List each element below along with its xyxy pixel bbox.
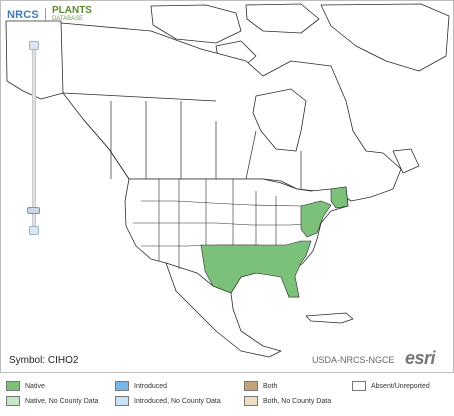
map-credit: USDA-NRCS-NGCE bbox=[312, 355, 395, 365]
legend-label: Both bbox=[263, 382, 278, 390]
canada-province-lines bbox=[62, 92, 302, 189]
native-range-midatlantic bbox=[300, 200, 332, 238]
newfoundland bbox=[392, 148, 420, 174]
zoom-slider-track[interactable] bbox=[32, 49, 36, 227]
legend-swatch bbox=[6, 381, 20, 391]
legend-label: Both, No County Data bbox=[263, 397, 332, 405]
legend-item-absent: Absent/Unreported bbox=[352, 381, 430, 391]
zoom-in-button[interactable] bbox=[29, 41, 39, 50]
native-range-newengland bbox=[330, 186, 349, 209]
legend-label: Introduced bbox=[134, 382, 168, 390]
legend-swatch bbox=[115, 396, 129, 406]
zoom-slider-handle[interactable] bbox=[27, 207, 40, 214]
legend-swatch bbox=[352, 381, 366, 391]
legend-item-introduced: Introduced bbox=[115, 381, 167, 391]
landmass-outlines bbox=[5, 3, 450, 358]
legend-swatch bbox=[244, 396, 258, 406]
legend-label: Native, No County Data bbox=[25, 397, 99, 405]
esri-logo[interactable]: esri bbox=[405, 348, 436, 368]
arctic-island bbox=[150, 4, 242, 44]
hudson-bay bbox=[252, 88, 307, 152]
legend-label: Native bbox=[25, 382, 45, 390]
logo-divider bbox=[44, 8, 46, 22]
legend-swatch bbox=[115, 381, 129, 391]
symbol-label: Symbol: CIHO2 bbox=[9, 355, 79, 366]
legend-swatch bbox=[244, 381, 258, 391]
greenland bbox=[320, 3, 450, 72]
arctic-island bbox=[245, 3, 320, 34]
zoom-out-button[interactable] bbox=[29, 226, 39, 235]
map-canvas[interactable] bbox=[1, 1, 454, 373]
native-range bbox=[200, 186, 349, 298]
cuba bbox=[305, 312, 354, 324]
native-range-south bbox=[200, 240, 312, 298]
legend-item-native: Native bbox=[6, 381, 45, 391]
legend-label: Absent/Unreported bbox=[371, 382, 430, 390]
legend-label: Introduced, No County Data bbox=[134, 397, 221, 405]
legend-item-native-no-county: Native, No County Data bbox=[6, 396, 99, 406]
plants-logo-subtext: DATABASE bbox=[51, 16, 84, 22]
plants-logo[interactable]: PLANTS DATABASE bbox=[51, 5, 92, 23]
nrcs-logo[interactable]: NRCS bbox=[7, 9, 39, 21]
distribution-map[interactable]: NRCS PLANTS DATABASE Symbol: CIHO2 USDA-… bbox=[0, 0, 454, 373]
legend-swatch bbox=[6, 396, 20, 406]
legend-item-introduced-no-county: Introduced, No County Data bbox=[115, 396, 221, 406]
legend-item-both-no-county: Both, No County Data bbox=[244, 396, 331, 406]
map-legend: Native Native, No County Data Introduced… bbox=[0, 375, 454, 416]
legend-item-both: Both bbox=[244, 381, 277, 391]
plants-logo-text: PLANTS bbox=[51, 5, 92, 16]
header-logos: NRCS PLANTS DATABASE bbox=[7, 5, 92, 23]
